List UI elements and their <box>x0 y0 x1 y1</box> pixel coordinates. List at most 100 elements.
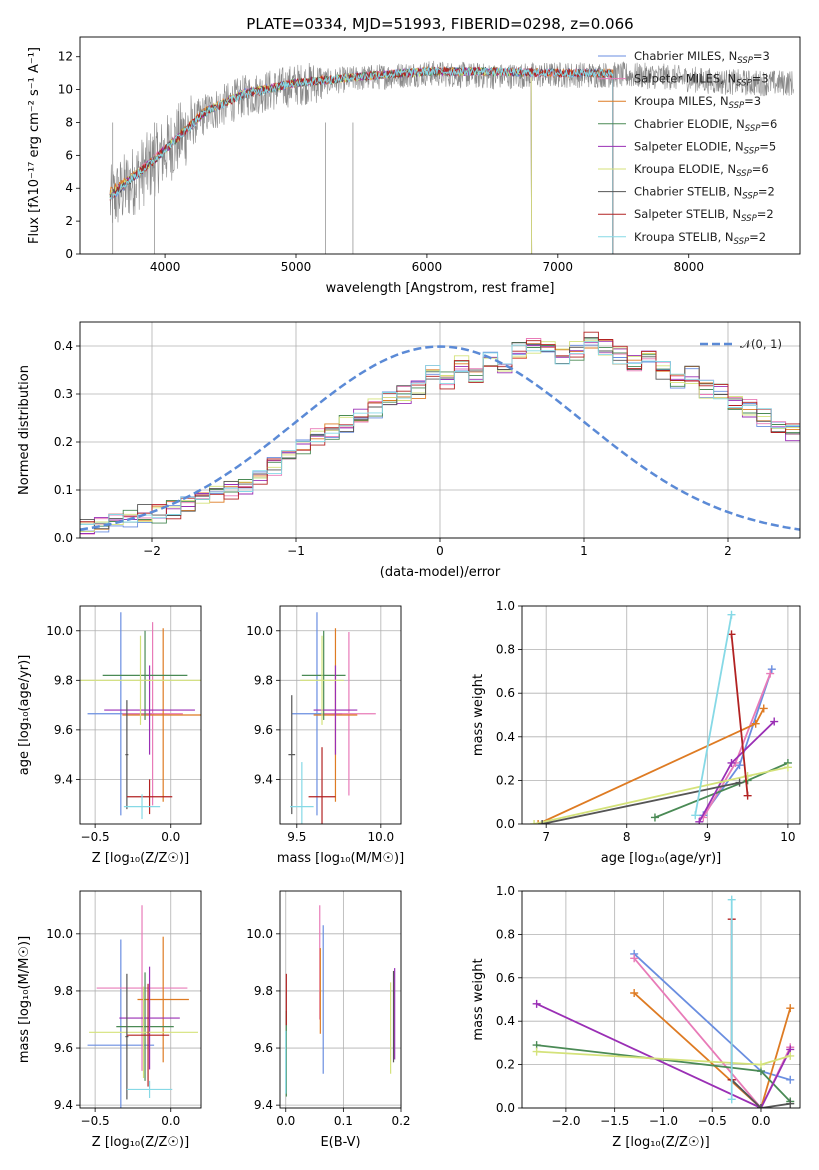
y-axis-label: mass weight <box>471 958 486 1040</box>
chart-title: PLATE=0334, MJD=51993, FIBERID=0298, z=0… <box>246 15 633 33</box>
weight-marker <box>695 817 704 824</box>
y-tick-label: 8 <box>65 115 73 129</box>
plot-area <box>530 610 792 824</box>
histogram-step <box>80 341 800 538</box>
y-tick-label: 10.0 <box>46 624 73 638</box>
y-tick-label: 9.6 <box>254 723 273 737</box>
errorbar-point <box>80 635 201 725</box>
x-tick-label: 4000 <box>150 260 181 274</box>
legend-label: Salpeter MILES, NSSP=3 <box>634 72 769 89</box>
weight-line <box>633 992 792 1108</box>
weight-marker <box>786 1075 795 1084</box>
errorbar-point <box>137 936 189 1063</box>
chart-weight-vs-Z: −2.0 −1.5 −1.0 −0.5 0.0 0.0 0.2 0.4 0.6 0.8 1.0 Z [… <box>471 884 801 1150</box>
x-tick-label: 10 <box>780 830 795 844</box>
weight-marker <box>727 895 736 904</box>
weight-marker <box>756 1060 765 1069</box>
axes-frame <box>79 36 801 255</box>
x-tick-label: −1 <box>287 544 305 558</box>
x-tick-label: 0 <box>436 544 444 558</box>
plot-area <box>285 905 396 1097</box>
errorbar-point <box>301 630 346 720</box>
errorbar-point <box>123 794 161 820</box>
weight-line <box>731 1079 791 1108</box>
legend-label: Chabrier STELIB, NSSP=2 <box>634 185 775 202</box>
x-axis-label: E(B-V) <box>320 1135 360 1150</box>
legend-label: Kroupa ELODIE, NSSP=6 <box>634 162 769 179</box>
x-tick-label: 0.1 <box>334 1114 353 1128</box>
errorbar-point <box>125 700 129 810</box>
y-tick-label: 0.4 <box>496 1014 515 1028</box>
model-spectrum-line <box>109 65 614 254</box>
y-tick-label: 0 <box>65 247 73 261</box>
plot-area <box>80 331 800 538</box>
y-tick-label: 10 <box>58 83 73 97</box>
y-tick-label: 12 <box>58 50 73 64</box>
legend-label: 𝒩(0, 1) <box>740 337 782 351</box>
weight-marker <box>756 1104 765 1108</box>
x-axis-label: mass [log₁₀(M/M☉)] <box>277 851 404 866</box>
weight-marker <box>783 763 792 772</box>
weight-marker <box>767 665 776 674</box>
x-tick-label: 0.0 <box>751 1114 770 1128</box>
x-axis-label: age [log₁₀(age/yr)] <box>601 851 722 866</box>
weight-marker <box>538 820 547 824</box>
errorbar-point <box>116 972 174 1081</box>
chart-residuals: 𝒩(0, 1) −2 −1 0 1 2 0.0 0.1 0.2 0.3 0.4 (data-model… <box>17 321 801 580</box>
chart-mass-vs-EBV: 0.0 0.1 0.2 9.4 9.6 9.8 10.0 E(B-V) <box>246 890 411 1150</box>
errorbar-point <box>89 986 198 1079</box>
errorbar-point <box>96 905 188 1071</box>
x-tick-label: 5000 <box>281 260 312 274</box>
x-tick-label: 10.0 <box>367 830 394 844</box>
errorbar-point <box>288 695 296 815</box>
x-tick-label: 9 <box>704 830 712 844</box>
weight-marker <box>766 669 775 678</box>
axes-frame <box>79 890 202 1109</box>
weight-marker <box>786 1051 795 1060</box>
y-tick-label: 9.8 <box>54 984 73 998</box>
weight-line <box>541 781 740 824</box>
x-tick-label: 1 <box>580 544 588 558</box>
x-axis-label: Z [log₁₀(Z/Z☉)] <box>92 1135 189 1150</box>
x-tick-label: −2.0 <box>551 1114 580 1128</box>
weight-line <box>694 614 733 816</box>
y-tick-label: 0.4 <box>54 339 73 353</box>
weight-marker <box>727 610 736 619</box>
y-tick-label: 0.4 <box>496 730 515 744</box>
weight-marker <box>751 719 760 728</box>
weight-marker <box>530 820 539 824</box>
weight-marker <box>759 704 768 713</box>
y-tick-label: 0.8 <box>496 643 515 657</box>
weight-marker <box>735 761 744 770</box>
y-tick-label: 9.4 <box>54 1098 73 1112</box>
weight-line <box>536 1002 792 1108</box>
y-axis-label: Normed distribution <box>17 365 32 495</box>
axes-frame <box>279 605 402 825</box>
y-tick-label: 4 <box>65 181 73 195</box>
y-tick-label: 0.3 <box>54 387 73 401</box>
weight-marker <box>691 811 700 820</box>
weight-marker <box>650 813 659 822</box>
y-tick-label: 9.6 <box>54 1041 73 1055</box>
model-spectrum-line <box>109 66 614 254</box>
y-tick-label: 10.0 <box>46 927 73 941</box>
y-tick-label: 0.2 <box>496 773 515 787</box>
model-spectrum-line <box>109 66 614 254</box>
y-tick-label: 0.6 <box>496 686 515 700</box>
x-axis-label: wavelength [Angstrom, rest frame] <box>326 281 555 296</box>
errorbar-point <box>125 973 129 1100</box>
weight-marker <box>727 758 736 767</box>
x-tick-label: −2 <box>143 544 161 558</box>
axes-frame <box>279 890 402 1109</box>
x-tick-label: −1.5 <box>600 1114 629 1128</box>
x-tick-label: 6000 <box>412 260 443 274</box>
chart-age-vs-Z: −0.5 0.0 9.4 9.6 9.8 10.0 Z [log₁₀(Z/Z☉)] age [… <box>17 605 202 866</box>
y-axis-label: mass weight <box>471 674 486 756</box>
model-spectrum-line <box>109 66 614 254</box>
errorbar-point <box>126 1080 173 1099</box>
x-axis-label: Z [log₁₀(Z/Z☉)] <box>612 1135 709 1150</box>
y-tick-label: 9.6 <box>54 723 73 737</box>
weight-marker <box>532 999 541 1008</box>
y-tick-label: 0.8 <box>496 927 515 941</box>
y-tick-label: 0.0 <box>496 817 515 831</box>
